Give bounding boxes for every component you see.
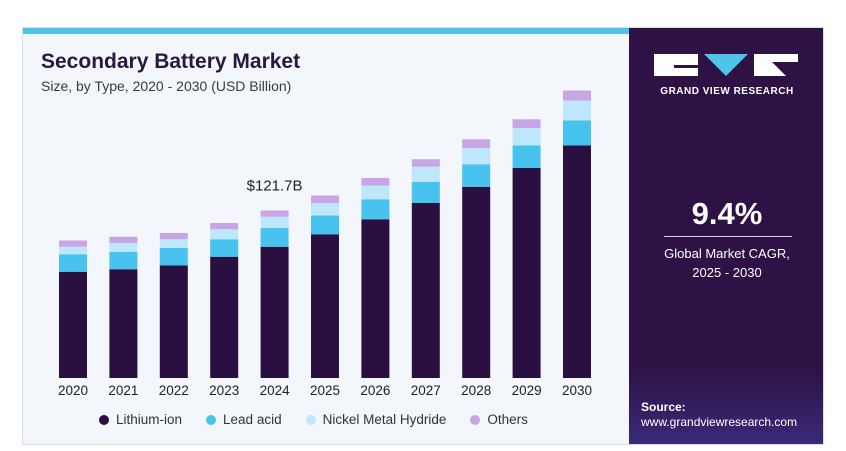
bar-lead-acid-2029: [512, 145, 541, 168]
legend-label-others: Others: [487, 412, 528, 427]
bar-nickel-metal-hydride-2024: [260, 216, 289, 228]
bar-others-2022: [159, 233, 188, 240]
legend-swatch-others: [470, 414, 481, 425]
bar-lead-acid-2021: [109, 251, 138, 270]
bar-nickel-metal-hydride-2027: [411, 166, 440, 182]
bar-nickel-metal-hydride-2028: [462, 148, 491, 165]
x-tick-label-2021: 2021: [108, 383, 138, 398]
bar-lead-acid-2022: [159, 248, 188, 266]
legend-item-nickel-metal-hydride: Nickel Metal Hydride: [305, 412, 447, 427]
chart-legend: Lithium-ion Lead acid Nickel Metal Hydri…: [99, 412, 552, 427]
bar-lead-acid-2020: [59, 254, 87, 272]
bar-others-2029: [512, 119, 541, 128]
legend-item-others: Others: [470, 412, 528, 427]
x-tick-label-2025: 2025: [310, 383, 340, 398]
bar-lithium-ion-2028: [462, 186, 491, 378]
bar-lithium-ion-2029: [512, 168, 541, 378]
bar-lithium-ion-2027: [411, 203, 440, 378]
x-tick-label-2027: 2027: [411, 383, 441, 398]
x-tick-label-2022: 2022: [159, 383, 189, 398]
bar-lead-acid-2024: [260, 228, 289, 247]
source-url[interactable]: www.grandviewresearch.com: [641, 415, 798, 429]
x-tick-label-2023: 2023: [209, 383, 239, 398]
bar-nickel-metal-hydride-2029: [512, 128, 541, 146]
chart-card: Secondary Battery Market Size, by Type, …: [22, 27, 824, 445]
bar-lead-acid-2028: [462, 164, 491, 187]
x-tick-label-2024: 2024: [260, 383, 291, 398]
legend-swatch-lithium-ion: [99, 414, 109, 425]
x-tick-label-2028: 2028: [461, 383, 491, 398]
brand-sidebar: GRAND VIEW RESEARCH 9.4% Global Market C…: [629, 28, 823, 444]
bar-lithium-ion-2020: [59, 271, 87, 378]
bar-others-2028: [462, 139, 491, 148]
grand-view-research-logo: [654, 54, 798, 76]
annotation-2024: $121.7B: [247, 178, 303, 195]
legend-label-lithium-ion: Lithium-ion: [116, 412, 183, 427]
bar-nickel-metal-hydride-2020: [59, 246, 87, 255]
brand-name: GRAND VIEW RESEARCH: [660, 86, 794, 97]
bar-lithium-ion-2026: [361, 219, 390, 378]
bar-others-2024: [260, 210, 289, 217]
bar-lithium-ion-2022: [159, 265, 188, 378]
cagr-label-line2: 2025 - 2030: [692, 265, 762, 280]
legend-swatch-nickel-metal-hydride: [305, 414, 316, 425]
source-title: Source:: [641, 400, 686, 414]
bar-nickel-metal-hydride-2023: [210, 229, 239, 240]
bar-lithium-ion-2024: [260, 246, 289, 378]
cagr-label-line1: Global Market CAGR,: [664, 246, 790, 261]
bar-lithium-ion-2025: [311, 234, 339, 378]
legend-swatch-lead-acid: [206, 414, 217, 425]
x-tick-label-2020: 2020: [58, 383, 88, 398]
bar-others-2021: [109, 236, 138, 243]
bar-lithium-ion-2030: [563, 145, 591, 378]
cagr-divider: [664, 236, 792, 237]
bar-nickel-metal-hydride-2025: [311, 203, 339, 216]
x-tick-label-2029: 2029: [512, 383, 542, 398]
bar-nickel-metal-hydride-2022: [159, 239, 188, 248]
chart-subtitle: Size, by Type, 2020 - 2030 (USD Billion): [41, 78, 292, 94]
cagr-label: Global Market CAGR, 2025 - 2030: [629, 244, 823, 282]
legend-label-lead-acid: Lead acid: [223, 412, 282, 427]
cagr-value: 9.4%: [691, 196, 763, 231]
bar-lead-acid-2023: [210, 239, 239, 257]
bar-lead-acid-2026: [361, 199, 390, 220]
bar-nickel-metal-hydride-2026: [361, 185, 390, 200]
bar-lithium-ion-2023: [210, 256, 239, 378]
bar-nickel-metal-hydride-2021: [109, 243, 138, 252]
bar-lithium-ion-2021: [109, 269, 138, 378]
chart-title: Secondary Battery Market: [41, 50, 301, 73]
bar-lead-acid-2027: [411, 181, 440, 203]
legend-item-lead-acid: Lead acid: [206, 412, 282, 427]
bar-lead-acid-2025: [311, 215, 339, 235]
bar-nickel-metal-hydride-2030: [563, 100, 591, 121]
x-tick-label-2026: 2026: [360, 383, 390, 398]
legend-label-nickel-metal-hydride: Nickel Metal Hydride: [322, 412, 447, 427]
sidebar-footer-band: [629, 368, 823, 444]
legend-item-lithium-ion: Lithium-ion: [99, 412, 182, 427]
bar-others-2030: [563, 90, 591, 101]
bar-lead-acid-2030: [563, 120, 591, 146]
bar-others-2026: [361, 178, 390, 186]
bar-others-2027: [411, 159, 440, 167]
bar-others-2023: [210, 223, 239, 230]
bar-others-2020: [59, 240, 87, 247]
accent-bar: [23, 28, 629, 34]
x-tick-label-2030: 2030: [562, 383, 592, 398]
stacked-bar-chart: 2020 2021 2022 2023 2024 $121.7B 2025 2026 2027 2…: [58, 90, 592, 398]
bar-others-2025: [311, 195, 339, 203]
